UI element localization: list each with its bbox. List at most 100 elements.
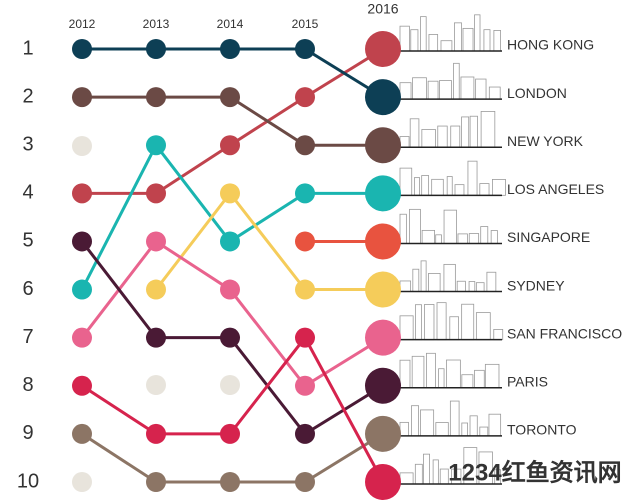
y-tick-label: 4 <box>22 182 33 204</box>
rank-dot <box>72 327 92 348</box>
building <box>424 304 435 341</box>
rank-dot <box>365 367 401 404</box>
rank-dot <box>146 279 166 300</box>
rank-dot <box>146 87 166 108</box>
rank-dot <box>146 135 166 156</box>
rank-dot <box>220 87 240 108</box>
building <box>457 233 468 244</box>
building <box>443 263 456 292</box>
building <box>480 226 489 244</box>
building <box>421 129 436 148</box>
building <box>475 312 491 341</box>
rank-dot <box>365 127 401 164</box>
building <box>460 76 475 100</box>
building <box>427 80 439 100</box>
rank-dot <box>295 327 315 348</box>
building <box>456 280 466 292</box>
x-tick-label: 2012 <box>69 17 96 31</box>
building <box>399 359 411 389</box>
rank-dot <box>220 423 240 444</box>
building <box>484 363 500 389</box>
rank-dot <box>220 231 240 252</box>
unranked-dot <box>72 136 92 156</box>
rank-dot <box>365 79 401 116</box>
building <box>467 160 478 196</box>
rank-dot <box>146 231 166 252</box>
building <box>435 422 449 437</box>
building <box>414 463 423 485</box>
rank-dot <box>220 472 240 492</box>
building <box>488 413 502 437</box>
building <box>475 282 485 292</box>
building <box>399 315 414 341</box>
city-label: NEW YORK <box>507 133 584 149</box>
city-label: PARIS <box>507 373 548 389</box>
building <box>399 136 410 148</box>
building <box>438 368 445 389</box>
rank-dot <box>365 223 401 260</box>
building <box>440 40 453 52</box>
rank-dot <box>295 135 315 156</box>
building <box>421 175 430 196</box>
building <box>399 25 410 52</box>
rank-dot <box>295 183 315 204</box>
rank-dot <box>365 415 401 452</box>
building <box>488 86 501 100</box>
unranked-dot <box>146 375 166 395</box>
x-tick-label: 2014 <box>217 17 244 31</box>
rank-dot <box>365 319 401 356</box>
building <box>454 184 465 196</box>
building <box>462 27 474 52</box>
city-label: SYDNEY <box>507 277 565 293</box>
building <box>428 273 441 292</box>
rank-dot <box>72 87 92 108</box>
unranked-dots <box>72 136 240 492</box>
y-tick-label: 5 <box>22 230 33 252</box>
building <box>423 453 430 485</box>
rank-dot <box>365 175 401 212</box>
building <box>443 209 457 244</box>
rank-dot <box>146 327 166 348</box>
building <box>439 80 452 100</box>
rank-dot <box>72 423 92 444</box>
building <box>475 78 487 100</box>
building <box>426 352 436 389</box>
rank-dot <box>72 183 92 204</box>
rank-dot <box>295 375 315 396</box>
building <box>435 234 442 244</box>
skylines <box>395 14 506 485</box>
rank-dot <box>146 423 166 444</box>
building <box>399 167 413 196</box>
building <box>492 178 506 196</box>
building <box>450 125 461 148</box>
rank-dot <box>146 39 166 59</box>
building <box>454 22 462 52</box>
y-tick-label: 2 <box>22 85 33 107</box>
rank-dot <box>365 464 401 500</box>
building <box>421 229 435 244</box>
building <box>428 34 439 52</box>
rank-dot <box>72 279 92 300</box>
building <box>468 281 476 292</box>
y-tick-label: 6 <box>22 278 33 300</box>
building <box>461 303 475 341</box>
y-tick-label: 9 <box>22 422 33 444</box>
rank-dot <box>365 271 401 308</box>
rank-dot <box>295 279 315 300</box>
building <box>432 459 439 485</box>
building <box>411 355 425 389</box>
building <box>474 14 481 52</box>
rank-dot <box>220 39 240 59</box>
unranked-dot <box>220 375 240 395</box>
y-tick-label: 1 <box>22 37 33 59</box>
building <box>436 302 447 341</box>
building <box>431 178 444 196</box>
unranked-dot <box>72 472 92 492</box>
building <box>413 177 421 196</box>
building <box>420 409 435 437</box>
rank-dot <box>146 183 166 204</box>
building <box>410 29 419 52</box>
building <box>469 115 478 148</box>
series-line <box>154 190 383 292</box>
rank-dot <box>220 135 240 156</box>
